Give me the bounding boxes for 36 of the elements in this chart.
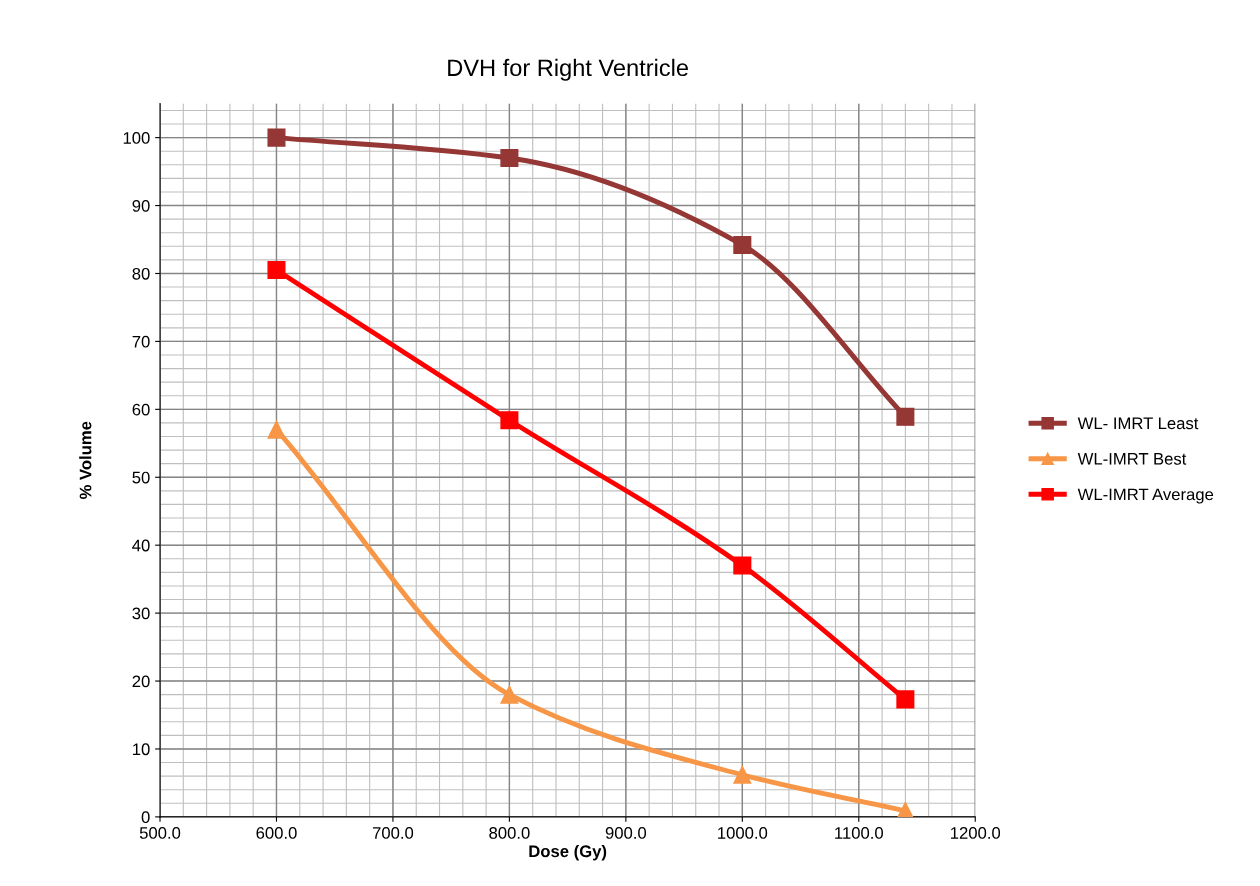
y-tick-label: 50 — [132, 471, 150, 484]
y-tick-label: 90 — [132, 199, 150, 212]
point — [733, 235, 752, 254]
y-tick-label: 70 — [132, 335, 150, 348]
x-tick-label: 1100.0 — [835, 827, 883, 839]
y-tick-label: 80 — [132, 267, 150, 280]
legend-label: WL-IMRT Average — [1077, 488, 1214, 504]
x-tick-label: 800.0 — [489, 827, 530, 839]
chart-title: DVH for Right Ventricle — [448, 58, 688, 81]
point — [500, 411, 519, 430]
x-tick-label: 700.0 — [372, 827, 414, 839]
y-tick-label: 20 — [132, 675, 150, 688]
point — [267, 128, 286, 147]
point — [500, 148, 519, 168]
y-axis-title: % Volume — [79, 421, 92, 500]
y-tick-label: 30 — [132, 607, 150, 620]
point — [267, 420, 286, 439]
y-tick-label: 100 — [123, 132, 150, 144]
point — [500, 685, 519, 704]
legend-label: WL- IMRT Least — [1077, 417, 1199, 430]
y-tick-label: 60 — [132, 403, 150, 416]
x-tick-label: 600.0 — [256, 827, 297, 839]
point — [896, 407, 915, 426]
point — [733, 556, 752, 575]
point — [896, 690, 915, 709]
y-tick-label: 10 — [133, 743, 150, 756]
y-tick-label: 0 — [141, 811, 150, 824]
x-tick-label: 500.0 — [139, 827, 181, 839]
point — [733, 765, 752, 784]
x-tick-label: 1200.0 — [951, 827, 1001, 839]
point — [267, 261, 286, 280]
x-axis-title: Dose (Gy) — [529, 844, 607, 861]
x-tick-label: 900.0 — [605, 827, 647, 839]
x-tick-label: 1000.0 — [718, 827, 768, 839]
y-tick-label: 40 — [132, 539, 150, 552]
legend-label: WL-IMRT Best — [1077, 453, 1187, 465]
